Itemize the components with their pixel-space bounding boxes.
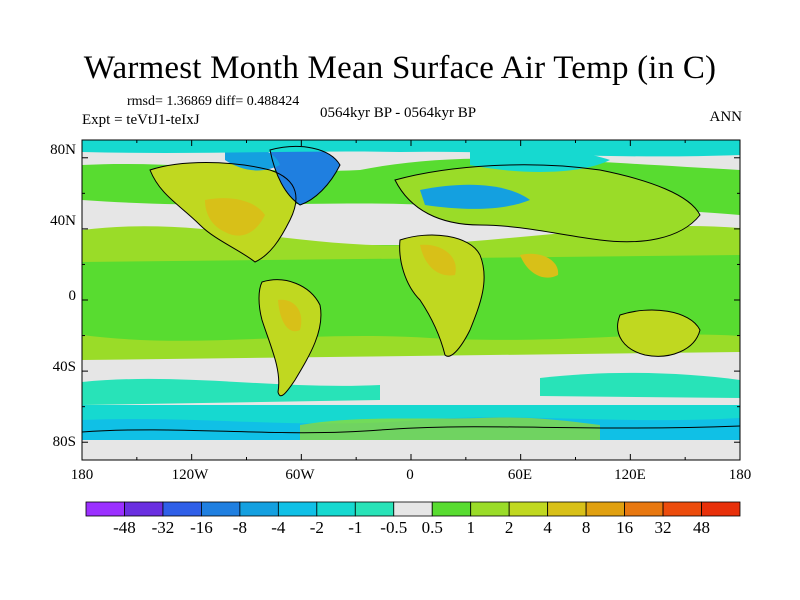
colorbar-box (354, 501, 395, 517)
colorbar-label: -1 (348, 518, 363, 537)
southern-ocean-cyan-e (540, 372, 740, 398)
experiment-text: Expt = teVtJ1-teIxJ (82, 112, 200, 128)
lat-label-40n: 40N (50, 213, 76, 229)
sa-interior-warm (278, 299, 302, 332)
na-interior-warm (205, 198, 265, 236)
coast-africa (399, 234, 485, 357)
stats-text: rmsd= 1.36869 diff= 0.488424 (127, 94, 300, 109)
antarctic-interior (82, 440, 740, 460)
india-warm (520, 253, 559, 278)
coast-greenland (269, 145, 341, 206)
colorbar-label: -16 (190, 518, 213, 537)
colorbar-label: 32 (654, 518, 672, 537)
coast-south-america (258, 279, 322, 397)
lon-label-180w: 180 (70, 467, 94, 483)
colorbar-box (470, 501, 510, 517)
sahara-warm (420, 244, 456, 276)
europe-cold (420, 184, 530, 209)
coast-australia (617, 309, 701, 357)
colorbar-box (316, 501, 356, 517)
eurasia (395, 164, 700, 242)
colorbar-label: 4 (543, 518, 552, 537)
lat-label-0: 0 (68, 288, 77, 304)
colorbar-box (547, 501, 587, 517)
coastlines (82, 145, 740, 434)
colorbar-label: -8 (232, 518, 247, 537)
colorbar-label: -32 (151, 518, 175, 537)
colorbar-box (624, 501, 664, 517)
coast-antarctica (82, 425, 740, 434)
colorbar-box (585, 501, 625, 517)
colorbar-box (277, 501, 318, 517)
colorbar-label: 16 (616, 518, 634, 537)
colorbar-box (124, 501, 164, 517)
colorbar-label: 8 (581, 518, 591, 537)
colorbar-box (431, 501, 472, 517)
colorbar-box (162, 501, 202, 517)
greenland-cold (270, 146, 340, 205)
coast-north-america (149, 162, 297, 263)
axis-ticks (81, 140, 741, 460)
southern-ocean-cyan-w (82, 378, 380, 405)
south-america (259, 279, 321, 396)
colorbar-label: -48 (113, 518, 136, 537)
colorbar-box (701, 501, 741, 517)
colorbar-label: -0.5 (380, 518, 408, 537)
colorbar-box (201, 501, 241, 517)
lat-label-80s: 80S (52, 434, 76, 450)
coast-eurasia (394, 164, 701, 243)
lat-label-80n: 80N (50, 142, 76, 158)
colorbar-label: -4 (271, 518, 286, 537)
lon-label-60e: 60E (507, 467, 533, 483)
colorbar-box (239, 501, 279, 517)
lon-label-180e: 180 (728, 467, 752, 483)
colorbar-label: -2 (309, 518, 324, 537)
colorbar-label: 1 (466, 518, 475, 537)
colorbar (85, 501, 741, 517)
south-subtropics (82, 334, 740, 360)
antarctic-green-patch (300, 417, 600, 440)
australia (617, 310, 700, 357)
lat-label-40s: 40S (52, 359, 76, 375)
colorbar-label: 0.5 (421, 518, 443, 537)
africa (399, 235, 485, 357)
colorbar-box (508, 501, 549, 517)
season-text: ANN (709, 109, 743, 125)
lon-label-0: 0 (406, 467, 414, 483)
lon-label-60w: 60W (285, 467, 315, 483)
chart-title: Warmest Month Mean Surface Air Temp (in … (83, 50, 717, 86)
arctic-ocean (82, 140, 740, 157)
colorbar-box (393, 501, 433, 517)
lon-label-120e: 120E (614, 467, 646, 483)
colorbar-label: 2 (504, 518, 514, 537)
colorbar-box (85, 501, 125, 517)
period-text: 0564kyr BP - 0564kyr BP (320, 105, 477, 121)
plot-area (82, 140, 740, 460)
colorbar-box (662, 501, 702, 517)
colorbar-label: 48 (693, 518, 711, 537)
lon-label-120w: 120W (171, 467, 209, 483)
